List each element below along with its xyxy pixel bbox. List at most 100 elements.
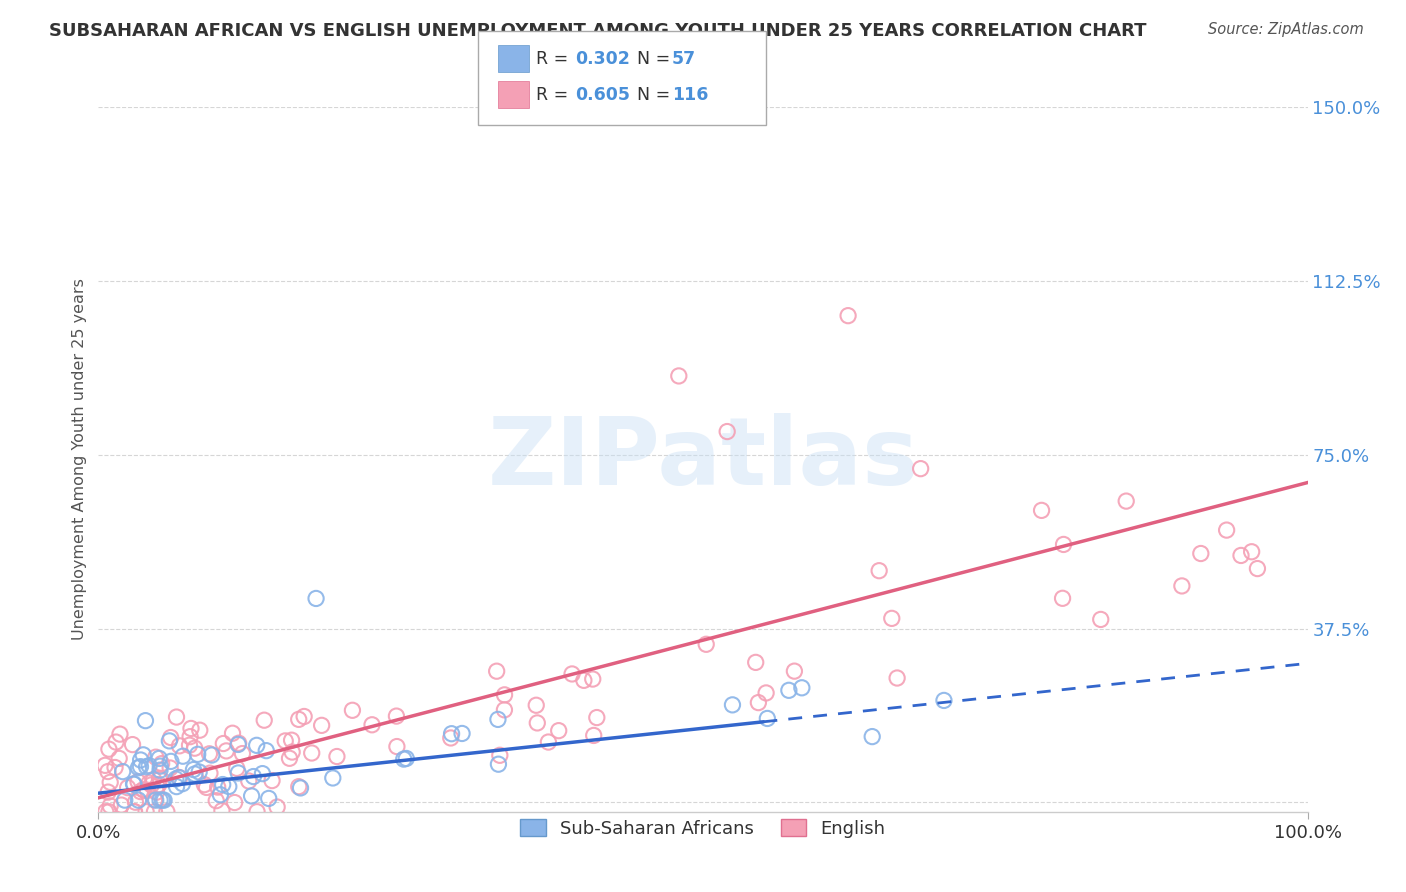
Point (301, 746, 323, 760)
Point (226, 738, 249, 752)
Point (149, 763, 172, 777)
Point (494, 688, 516, 702)
Point (172, 749, 194, 764)
Point (290, 780, 312, 795)
Point (169, 771, 191, 785)
Y-axis label: Unemployment Among Youth under 25 years: Unemployment Among Youth under 25 years (72, 278, 87, 640)
Point (716, 425, 738, 439)
Point (159, 761, 181, 775)
Point (342, 703, 364, 717)
Point (183, 763, 205, 777)
Point (278, 751, 301, 765)
Point (695, 637, 717, 651)
Point (238, 774, 260, 789)
Point (1171, 579, 1194, 593)
Point (117, 780, 139, 795)
Point (153, 793, 176, 807)
Point (156, 805, 179, 819)
Point (149, 772, 172, 786)
Point (97, 764, 120, 779)
Point (148, 778, 170, 792)
Point (252, 766, 274, 780)
Point (240, 789, 263, 803)
Point (1189, 547, 1212, 561)
Point (486, 712, 509, 726)
Text: ZIPatlas: ZIPatlas (488, 413, 918, 506)
Point (755, 686, 778, 700)
Point (547, 723, 569, 738)
Point (778, 683, 800, 698)
Point (138, 776, 160, 790)
Point (157, 734, 180, 748)
Point (257, 791, 280, 805)
Point (150, 756, 173, 771)
Point (451, 726, 474, 740)
Text: 0.605: 0.605 (575, 86, 630, 103)
Point (585, 710, 607, 724)
Point (169, 739, 191, 753)
Point (104, 735, 127, 749)
Point (221, 726, 243, 740)
Point (124, 805, 146, 819)
Point (108, 727, 131, 741)
Point (134, 714, 156, 728)
Point (141, 778, 163, 792)
Point (135, 805, 157, 819)
Point (97, 805, 120, 819)
Point (266, 800, 288, 814)
Point (94, 758, 117, 772)
Point (195, 780, 218, 795)
Point (582, 728, 605, 742)
Point (167, 771, 190, 785)
Point (122, 777, 145, 791)
Point (110, 798, 132, 813)
Point (910, 461, 932, 475)
Point (744, 656, 766, 670)
Text: 116: 116 (672, 86, 709, 103)
Point (246, 805, 269, 819)
Point (274, 734, 297, 748)
Point (392, 752, 415, 766)
Point (187, 747, 209, 762)
Point (166, 780, 188, 794)
Point (385, 739, 408, 754)
Point (132, 782, 155, 797)
Point (184, 767, 207, 781)
Point (211, 778, 233, 792)
Point (122, 777, 145, 791)
Point (537, 735, 560, 749)
Point (212, 737, 235, 751)
Point (254, 744, 277, 758)
Point (138, 758, 160, 772)
Point (98, 798, 121, 813)
Text: R =: R = (536, 50, 574, 68)
Point (747, 696, 769, 710)
Point (524, 698, 547, 713)
Point (1215, 523, 1237, 537)
Text: N =: N = (637, 50, 676, 68)
Point (207, 780, 229, 794)
Point (129, 784, 152, 798)
Point (485, 664, 508, 678)
Point (231, 747, 253, 761)
Text: Source: ZipAtlas.com: Source: ZipAtlas.com (1208, 22, 1364, 37)
Point (149, 759, 172, 773)
Point (150, 793, 173, 807)
Point (148, 751, 170, 765)
Point (526, 715, 548, 730)
Point (180, 722, 202, 736)
Text: R =: R = (536, 86, 574, 103)
Point (136, 783, 159, 797)
Point (135, 760, 157, 774)
Point (494, 703, 516, 717)
Point (668, 368, 690, 383)
Point (305, 591, 328, 606)
Point (886, 671, 908, 685)
Point (756, 711, 779, 725)
Point (1052, 537, 1074, 551)
Point (111, 764, 134, 779)
Point (148, 772, 170, 787)
Point (440, 731, 463, 745)
Point (488, 748, 510, 763)
Point (121, 738, 143, 752)
